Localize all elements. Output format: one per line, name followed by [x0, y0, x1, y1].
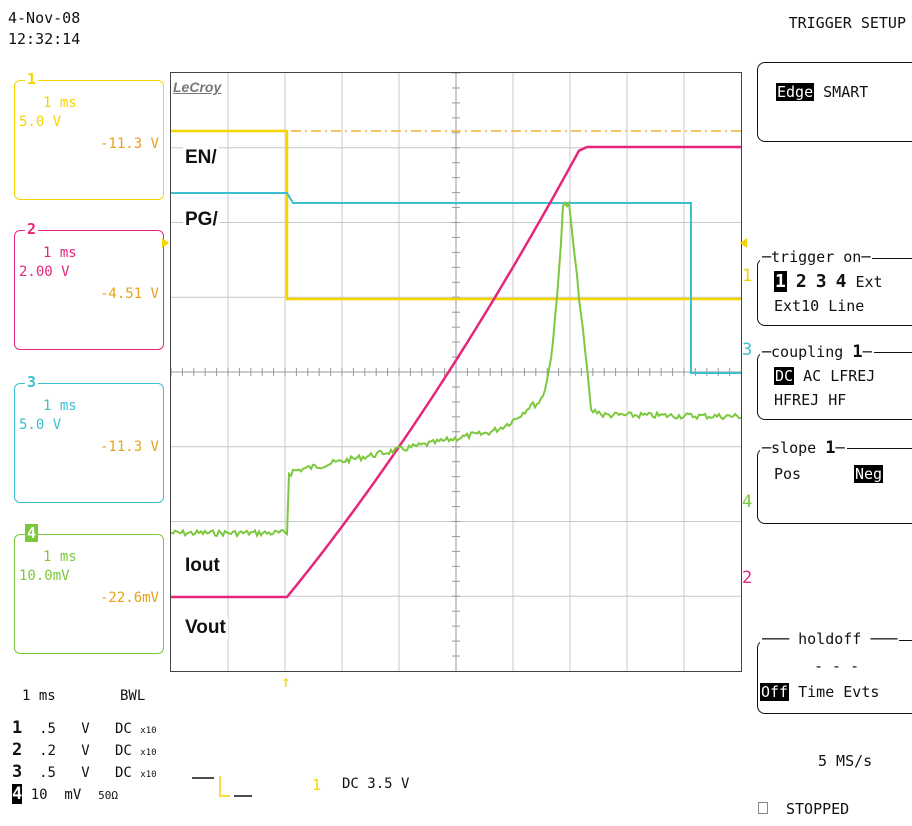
coupling-button[interactable]: ─coupling 1─ DC AC LFREJ HFREJ HF [757, 342, 912, 420]
channel-4-ground-marker: 4 [742, 492, 753, 512]
trace-channel-1 [171, 129, 741, 301]
channel-4-box[interactable]: 4 1 ms 10.0mV -22.6mV [14, 524, 164, 654]
slope-header: ─slope 1─ [760, 438, 847, 458]
readout-row-2: 2 .2 V DC x10 [12, 740, 157, 760]
sample-rate: 5 MS/s [818, 752, 873, 770]
channel-4-offset: -22.6mV [99, 590, 159, 606]
channel-3-number: 3 [25, 373, 39, 391]
source-2[interactable]: 2 [795, 271, 807, 292]
slope-button[interactable]: ─slope 1─ Pos Neg [757, 438, 912, 524]
slope-pos[interactable]: Pos [774, 465, 802, 483]
holdoff-button[interactable]: ─── holdoff ─── - - - Off Time Evts [757, 630, 912, 714]
label-en: EN/ [183, 147, 219, 169]
channel-4-timebase: 1 ms [43, 549, 77, 565]
coupling-hf[interactable]: HF [828, 391, 847, 409]
coupling-header: ─coupling 1─ [760, 342, 874, 362]
source-line[interactable]: Line [828, 297, 865, 315]
channel-2-scale: 2.00 V [19, 264, 70, 280]
source-4[interactable]: 4 [835, 271, 847, 292]
trigger-sources-row2: Ext10 Line [774, 297, 864, 315]
source-1[interactable]: 1 [774, 271, 787, 292]
holdoff-header: ─── holdoff ─── [760, 630, 900, 648]
coupling-hfrej[interactable]: HFREJ [774, 391, 820, 409]
trigger-sources-row1: 1 2 3 4 Ext [774, 271, 883, 292]
brand-logo: LeCroy [173, 79, 222, 95]
trace-channel-2 [171, 145, 741, 599]
channel-3-scale: 5.0 V [19, 417, 62, 433]
coupling-row2: HFREJ HF [774, 391, 846, 409]
date: 4-Nov-08 [8, 9, 81, 27]
timebase-readout: 1 ms [22, 688, 56, 704]
channel-3-ground-marker: 3 [742, 340, 753, 360]
channel-2-ground-marker: 2 [742, 568, 753, 588]
holdoff-off[interactable]: Off [760, 683, 790, 701]
holdoff-options: Off Time Evts [760, 683, 879, 701]
waveform-canvas [171, 73, 741, 671]
bwl-readout: BWL [120, 688, 146, 704]
label-iout: Iout [183, 555, 222, 577]
coupling-lfrej[interactable]: LFREJ [830, 367, 876, 385]
channel-2-offset: -4.51 V [99, 286, 159, 302]
coupling-ac[interactable]: AC [803, 367, 822, 385]
coupling-dc[interactable]: DC [774, 367, 795, 385]
holdoff-value: - - - [814, 657, 860, 675]
trigger-level-right-marker [740, 238, 747, 248]
channel-2-number: 2 [25, 220, 39, 238]
channel-1-box[interactable]: 1 1 ms 5.0 V -11.3 V [14, 70, 164, 200]
waveform-display[interactable]: LeCroy EN/ PG/ Iout Vout [170, 72, 742, 672]
trigger-level-left-marker [162, 238, 169, 248]
channel-4-number: 4 [25, 524, 39, 542]
time: 12:32:14 [8, 30, 81, 48]
trace-channel-4 [171, 200, 741, 539]
channel-3-offset: -11.3 V [99, 439, 159, 455]
channel-1-offset: -11.3 V [99, 136, 159, 152]
source-3[interactable]: 3 [815, 271, 827, 292]
trigger-on-header: ─trigger on─ [760, 248, 873, 266]
channel-1-timebase: 1 ms [43, 95, 77, 111]
acquisition-status: STOPPED [786, 800, 850, 818]
readout-row-3: 3 .5 V DC x10 [12, 762, 157, 782]
traces [171, 129, 741, 599]
readout-row-1: 1 .5 V DC x10 [12, 718, 157, 738]
channel-1-number: 1 [25, 70, 39, 88]
trigger-level: DC 3.5 V [342, 776, 410, 792]
trigger-type-button[interactable]: Edge SMART [757, 62, 912, 142]
status-square-icon [758, 802, 768, 814]
channel-1-ground-marker: 1 [742, 266, 753, 286]
channel-2-box[interactable]: 2 1 ms 2.00 V -4.51 V [14, 220, 164, 350]
holdoff-time[interactable]: Time [798, 683, 835, 701]
readout-row-4: 4 10 mV 50Ω [12, 784, 118, 804]
channel-3-timebase: 1 ms [43, 398, 77, 414]
graticule [171, 73, 741, 671]
holdoff-evts[interactable]: Evts [843, 683, 880, 701]
slope-neg[interactable]: Neg [854, 465, 884, 483]
trace-channel-3 [171, 192, 741, 374]
channel-4-scale: 10.0mV [19, 568, 70, 584]
channel-1-scale: 5.0 V [19, 114, 62, 130]
source-ext[interactable]: Ext [855, 273, 883, 291]
coupling-row1: DC AC LFREJ [774, 367, 875, 385]
falling-edge-icon [192, 776, 252, 797]
menu-title: TRIGGER SETUP [788, 14, 906, 32]
channel-2-timebase: 1 ms [43, 245, 77, 261]
trigger-type-edge[interactable]: Edge SMART [776, 83, 869, 101]
label-pg: PG/ [183, 209, 220, 231]
datetime: 4-Nov-08 12:32:14 [8, 8, 80, 50]
trigger-channel: 1 [312, 776, 322, 794]
trigger-on-button[interactable]: ─trigger on─ 1 2 3 4 Ext Ext10 Line [757, 248, 912, 326]
trigger-type-smart: SMART [823, 83, 869, 101]
trigger-position-arrow-icon: ↑ [281, 672, 291, 691]
channel-3-box[interactable]: 3 1 ms 5.0 V -11.3 V [14, 373, 164, 503]
source-ext10[interactable]: Ext10 [774, 297, 820, 315]
label-vout: Vout [183, 617, 228, 639]
